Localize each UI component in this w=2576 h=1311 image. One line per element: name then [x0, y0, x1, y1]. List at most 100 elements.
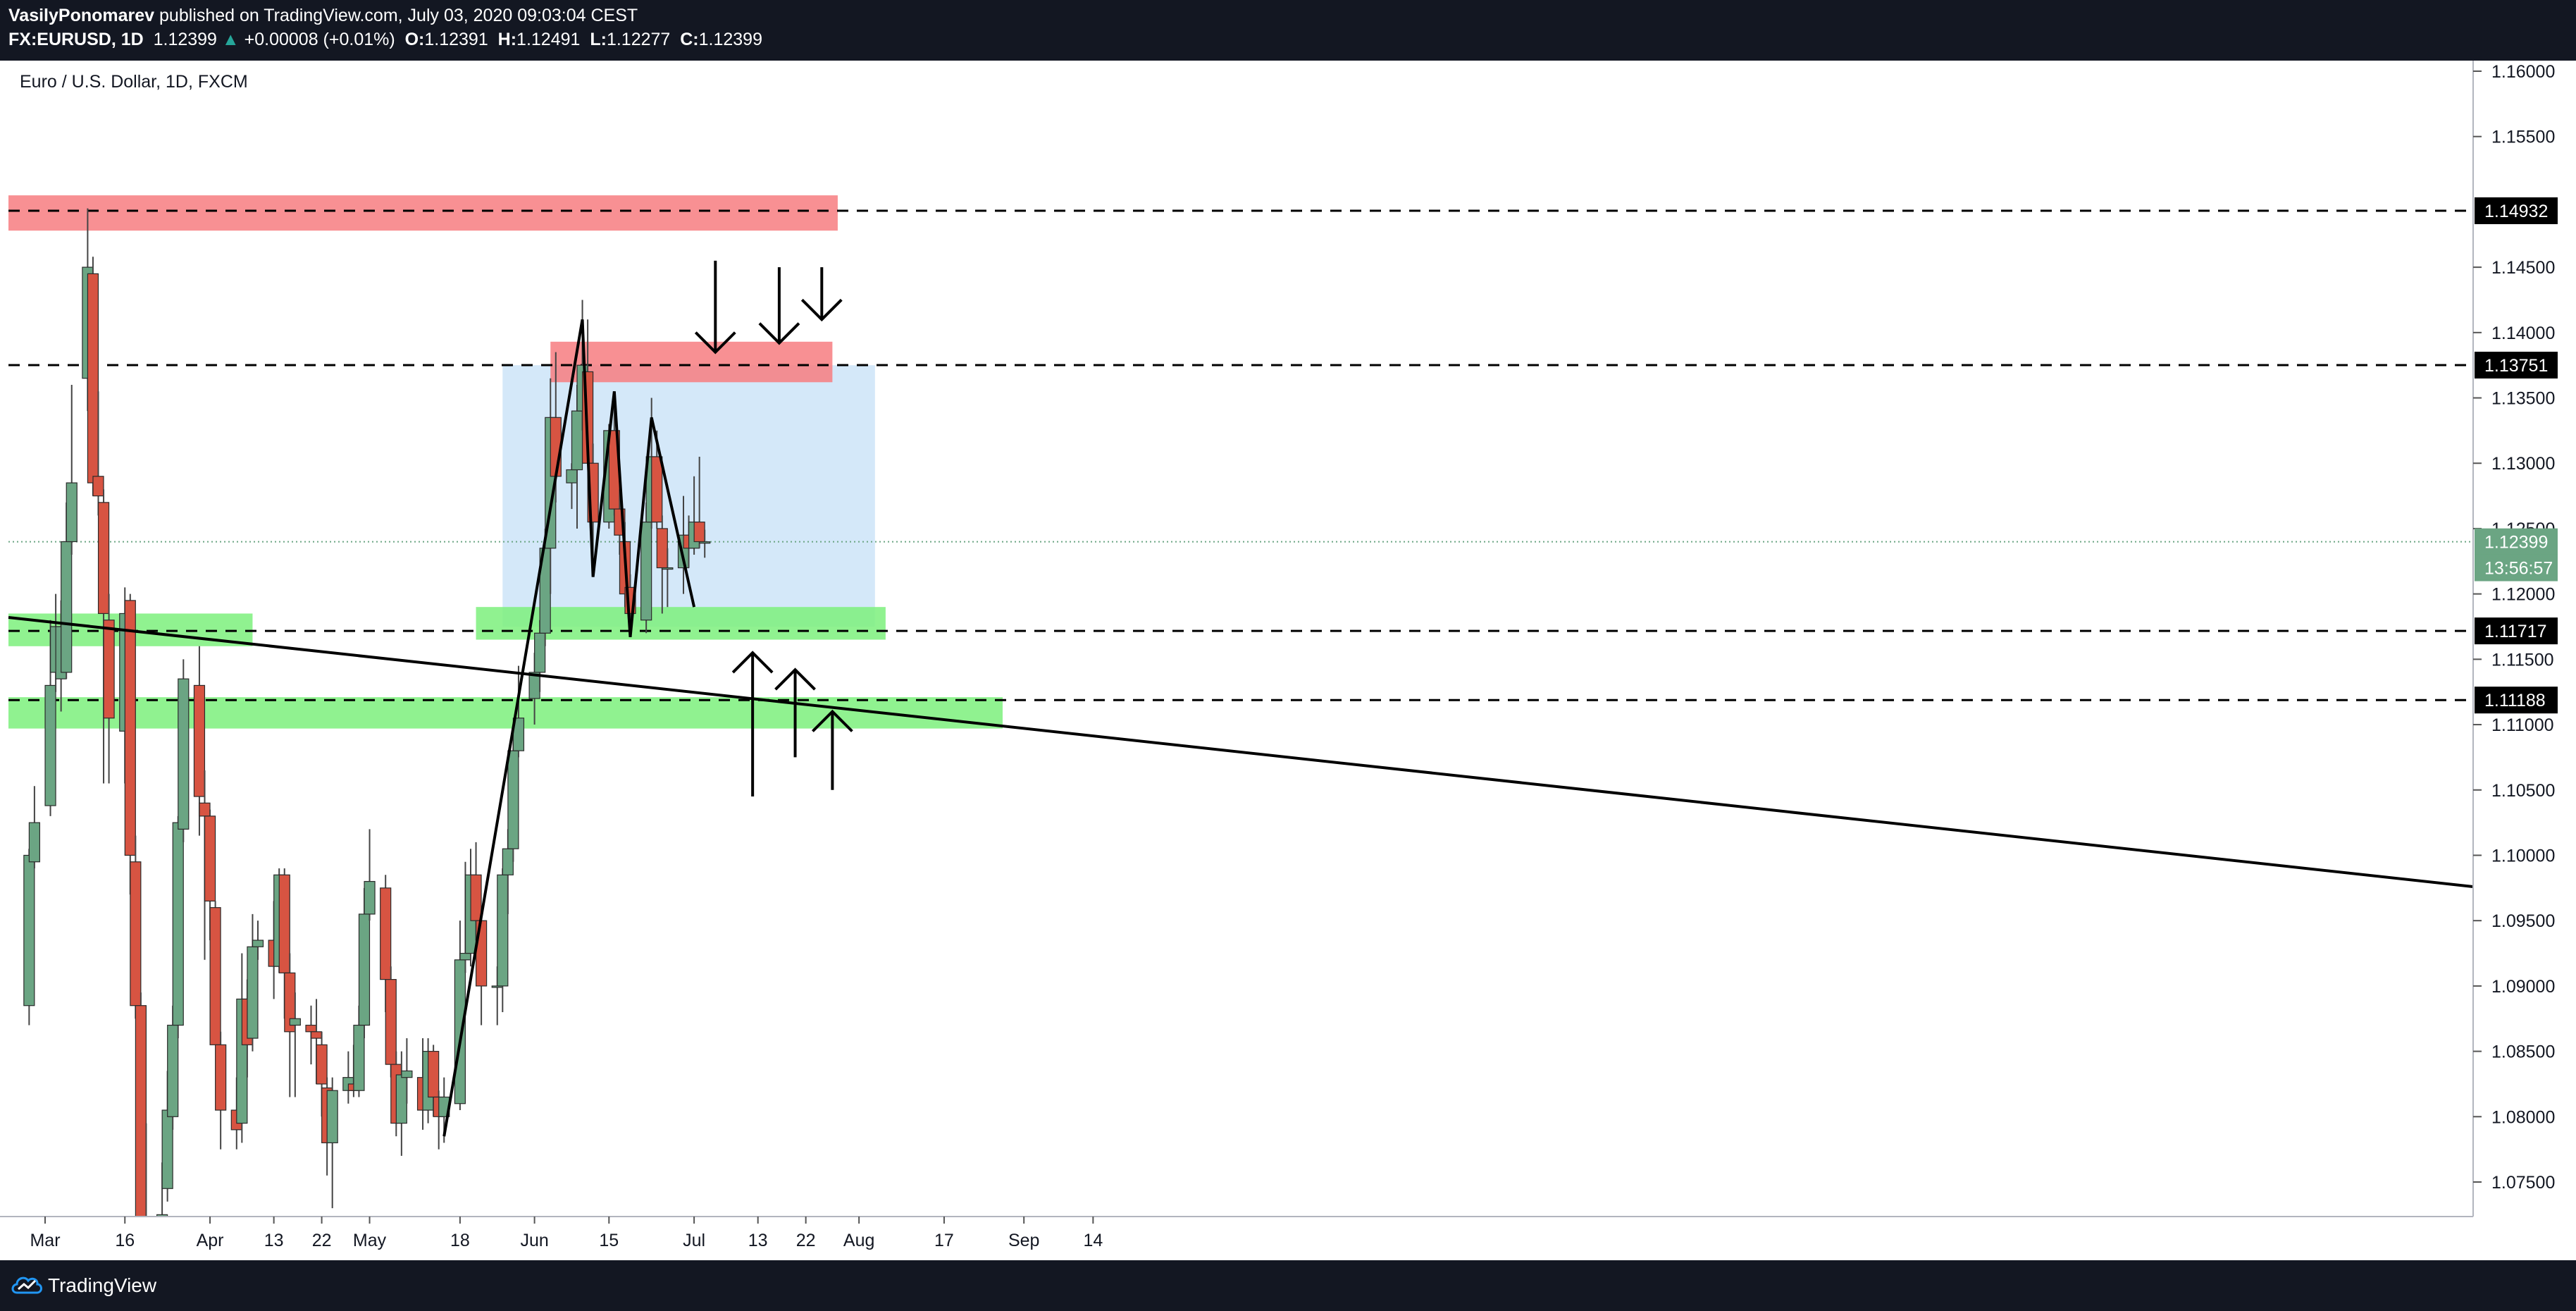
price-label-box	[2475, 351, 2558, 378]
price-label: 1.14932	[2484, 202, 2548, 221]
candle	[497, 868, 509, 1012]
candle-body	[470, 874, 482, 921]
footer-bar: TradingView	[0, 1260, 2576, 1311]
candle-body	[247, 946, 259, 1039]
x-tick-label: Sep	[1008, 1231, 1039, 1250]
y-tick-label: 1.09500	[2491, 911, 2555, 931]
candle-body	[44, 684, 56, 806]
open-value: 1.12391	[424, 30, 488, 49]
candle-body	[167, 1024, 179, 1117]
support-zone	[8, 697, 1003, 729]
arrow-up-icon	[811, 709, 853, 790]
last-price: 1.12399	[153, 30, 217, 49]
candle-body	[662, 567, 674, 570]
arrow-head	[800, 298, 843, 322]
x-tick-label: 14	[1083, 1231, 1103, 1250]
candle-body	[28, 822, 41, 863]
candle-body	[172, 822, 184, 1026]
symbol-ohlc-line: FX:EURUSD, 1D 1.12399 ▲ +0.00008 (+0.01%…	[8, 30, 762, 50]
publish-info: VasilyPonomarev published on TradingView…	[8, 6, 638, 26]
price-label-box	[2475, 528, 2558, 555]
close-value: 1.12399	[698, 30, 762, 49]
candle	[247, 913, 259, 1052]
candle	[204, 809, 216, 940]
tradingview-cloud-icon[interactable]	[10, 1272, 44, 1300]
arrow-down-icon	[758, 267, 800, 345]
trendline	[8, 616, 2474, 888]
candle-body	[566, 469, 578, 484]
candle-body	[699, 541, 711, 544]
candle	[358, 887, 371, 1039]
candle	[699, 529, 711, 558]
arrow-head	[731, 651, 774, 674]
x-tick-label: Jun	[520, 1231, 548, 1250]
publish-date: published on TradingView.com, July 03, 2…	[159, 6, 638, 25]
resistance-zone	[8, 195, 838, 231]
price-label-box	[2475, 554, 2558, 581]
candle	[289, 992, 301, 1097]
x-tick-label: 22	[796, 1231, 816, 1250]
candle	[130, 835, 142, 1019]
symbol-label: FX:EURUSD, 1D	[8, 30, 144, 49]
candle-body	[310, 1031, 323, 1039]
candle-body	[141, 1248, 151, 1260]
x-tick-label: 16	[115, 1231, 135, 1250]
tradingview-brand[interactable]: TradingView	[48, 1274, 157, 1296]
candle-body	[497, 874, 509, 987]
candle	[92, 391, 104, 516]
candle	[124, 593, 136, 895]
candle-body	[289, 1018, 301, 1026]
candle-body	[364, 880, 376, 915]
candle-body	[130, 861, 142, 1007]
y-tick-label: 1.13000	[2491, 454, 2555, 474]
candle-body	[161, 1109, 173, 1189]
x-tick-label: Jul	[683, 1231, 705, 1250]
candle-body	[97, 502, 110, 615]
x-tick-label: Aug	[843, 1231, 874, 1250]
low-value: 1.12277	[606, 30, 671, 49]
candle-body	[103, 620, 115, 719]
candle-body	[428, 1050, 440, 1098]
candle-body	[124, 600, 136, 856]
candle-body	[651, 456, 663, 523]
x-tick-label: 18	[450, 1231, 470, 1250]
price-chart[interactable]: 1.16000 1.15500 1.14500 1.14000 1.13500 1.130…	[0, 61, 2576, 1260]
y-tick-label: 1.16000	[2491, 62, 2555, 82]
candle-body	[278, 874, 290, 973]
candle	[342, 1051, 354, 1104]
author-name[interactable]: VasilyPonomarev	[8, 6, 155, 25]
candle-body	[401, 1070, 413, 1078]
x-tick-label: Apr	[197, 1231, 224, 1250]
candle	[167, 1005, 179, 1130]
candle-body	[395, 1074, 407, 1124]
candle-body	[353, 1024, 365, 1091]
arrow-up-icon	[731, 651, 774, 797]
x-tick-label: 13	[264, 1231, 284, 1250]
candle-body	[571, 410, 583, 471]
candle	[156, 1162, 168, 1217]
chart-symbol-title: Euro / U.S. Dollar, 1D, FXCM	[20, 72, 248, 92]
candle-body	[209, 907, 221, 1045]
candle-body	[459, 952, 471, 961]
price-change: +0.00008 (+0.01%)	[244, 30, 395, 49]
candle-body	[23, 854, 35, 1007]
candle	[252, 921, 264, 960]
candle	[215, 1031, 227, 1150]
candle-body	[87, 273, 99, 484]
candle	[28, 786, 41, 869]
candle-body	[305, 1024, 317, 1033]
arrow-head	[774, 667, 816, 691]
candle	[454, 921, 466, 1111]
high-label: H:	[497, 30, 517, 49]
change-up-icon: ▲	[221, 30, 240, 49]
publish-header: VasilyPonomarev published on TradingView…	[0, 0, 2576, 61]
price-label: 13:56:57	[2484, 559, 2553, 579]
candle	[401, 1038, 413, 1104]
y-tick-label: 1.10500	[2491, 781, 2555, 801]
candle	[316, 1031, 328, 1117]
candle-body	[204, 815, 216, 901]
y-tick-label: 1.14000	[2491, 324, 2555, 343]
candle	[103, 593, 115, 784]
candle	[87, 257, 99, 496]
candle-body	[252, 940, 264, 947]
